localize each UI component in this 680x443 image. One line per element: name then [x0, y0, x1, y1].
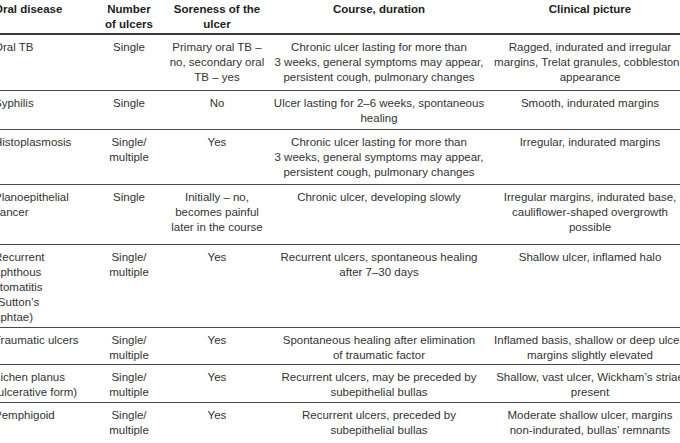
table-row: Planoepithelial cancer Single Initially …: [0, 185, 680, 245]
cell-number: Single/ multiple: [96, 130, 162, 184]
cell-number: Single: [96, 91, 162, 129]
table-row: Recurrent aphthous stomatitis (Sutton’s …: [0, 245, 680, 328]
column-header-number-of-ulcers: Number of ulcers: [96, 0, 162, 33]
cell-soreness: Yes: [162, 245, 272, 327]
cell-clinical: Inflamed basis, shallow or deep ulcer, m…: [486, 328, 680, 364]
cell-course: Chronic ulcer lasting for more than 3 we…: [272, 130, 486, 184]
cell-course: Spontaneous healing after elimination of…: [272, 328, 486, 364]
cell-clinical: Shallow ulcer, inflamed halo: [486, 245, 680, 327]
column-header-clinical-picture: Clinical picture: [486, 0, 680, 33]
cell-number: Single/ multiple: [96, 365, 162, 402]
cell-number: Single/ multiple: [96, 328, 162, 364]
cell-course: Chronic ulcer lasting for more than 3 we…: [272, 35, 486, 90]
cell-disease: Planoepithelial cancer: [0, 185, 96, 244]
table-header-row: Oral disease Number of ulcers Soreness o…: [0, 0, 680, 35]
table-row: Traumatic ulcers Single/ multiple Yes Sp…: [0, 328, 680, 365]
cell-number: Single/ multiple: [96, 245, 162, 327]
cell-number: Single: [96, 35, 162, 90]
cell-disease: Traumatic ulcers: [0, 328, 96, 364]
column-header-course-duration: Course, duration: [272, 0, 486, 33]
column-header-soreness: Soreness of the ulcer: [162, 0, 272, 33]
cell-soreness: Yes: [162, 130, 272, 184]
table-row: Lichen planus (ulcerative form) Single/ …: [0, 365, 680, 403]
ulcer-comparison-table: Oral disease Number of ulcers Soreness o…: [0, 0, 680, 443]
cell-disease: Histoplasmosis: [0, 130, 96, 184]
table-row: Pemphigoid Single/ multiple Yes Recurren…: [0, 403, 680, 443]
cell-soreness: Initially – no, becomes painful later in…: [162, 185, 272, 244]
cell-course: Chronic ulcer, developing slowly: [272, 185, 486, 244]
cell-clinical: Moderate shallow ulcer, margins non-indu…: [486, 403, 680, 443]
cell-clinical: Shallow, vast ulcer, Wickham’s striae pr…: [486, 365, 680, 402]
cell-number: Single: [96, 185, 162, 244]
cell-number: Single/ multiple: [96, 403, 162, 443]
cell-course: Recurrent ulcers, spontaneous healing af…: [272, 245, 486, 327]
cell-course: Ulcer lasting for 2–6 weeks, spontaneous…: [272, 91, 486, 129]
cell-soreness: Yes: [162, 403, 272, 443]
cell-course: Recurrent ulcers, preceded by subepithel…: [272, 403, 486, 443]
cell-disease: Lichen planus (ulcerative form): [0, 365, 96, 402]
cell-soreness: Yes: [162, 328, 272, 364]
cell-disease: Recurrent aphthous stomatitis (Sutton’s …: [0, 245, 96, 327]
cell-clinical: Smooth, indurated margins: [486, 91, 680, 129]
cell-disease: Syphilis: [0, 91, 96, 129]
cell-soreness: Primary oral TB – no, secondary oral TB …: [162, 35, 272, 90]
cell-clinical: Irregular, indurated margins: [486, 130, 680, 184]
cell-clinical: Ragged, indurated and irregular margins,…: [486, 35, 680, 90]
cell-soreness: Yes: [162, 365, 272, 402]
cell-disease: Oral TB: [0, 35, 96, 90]
table-row: Oral TB Single Primary oral TB – no, sec…: [0, 35, 680, 91]
table-row: Histoplasmosis Single/ multiple Yes Chro…: [0, 130, 680, 185]
cell-disease: Pemphigoid: [0, 403, 96, 443]
column-header-oral-disease: Oral disease: [0, 0, 96, 33]
document-page: Oral disease Number of ulcers Soreness o…: [0, 0, 680, 443]
cell-soreness: No: [162, 91, 272, 129]
cell-course: Recurrent ulcers, may be preceded by sub…: [272, 365, 486, 402]
cell-clinical: Irregular margins, indurated base, cauli…: [486, 185, 680, 244]
table-row: Syphilis Single No Ulcer lasting for 2–6…: [0, 91, 680, 130]
